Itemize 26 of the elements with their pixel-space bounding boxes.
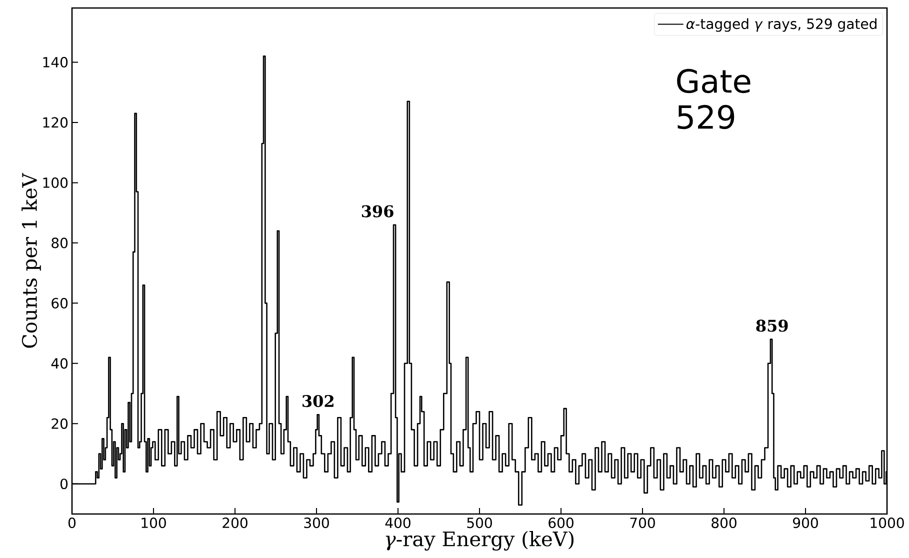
x-tick-label: 600 [548,518,574,528]
y-tick-label: 60 [52,298,68,308]
x-tick-label: 500 [467,518,492,528]
annotation: 396 [362,205,394,218]
y-tick-label: 120 [43,117,68,128]
y-tick-label: 80 [52,238,68,248]
x-tick-label: 0 [68,518,76,528]
y-tick-label: 0 [60,478,68,490]
x-tick-label: 300 [304,518,329,528]
x-tick-label: 400 [385,518,410,528]
x-tick-label: 700 [630,518,655,528]
annotation: Gate 529 [677,68,750,130]
x-tick-label: 200 [222,518,248,528]
x-axis-title: γ-ray Energy (keV) [386,530,574,551]
y-tick-label: 100 [43,177,68,188]
y-tick-label: 40 [51,358,68,369]
annotation: 302 [302,394,334,408]
x-tick-label: 800 [712,518,736,528]
annotation: 859 [756,320,788,332]
x-tick-label: 1000 [870,518,904,528]
y-axis-title: Counts per 1 keV [22,172,41,348]
legend-label: α-tagged γ rays, 529 gated [686,18,876,32]
x-tick-label: 900 [793,518,818,528]
y-tick-label: 140 [43,56,68,68]
y-tick-label: 20 [52,418,68,429]
x-tick-label: 100 [142,518,166,528]
